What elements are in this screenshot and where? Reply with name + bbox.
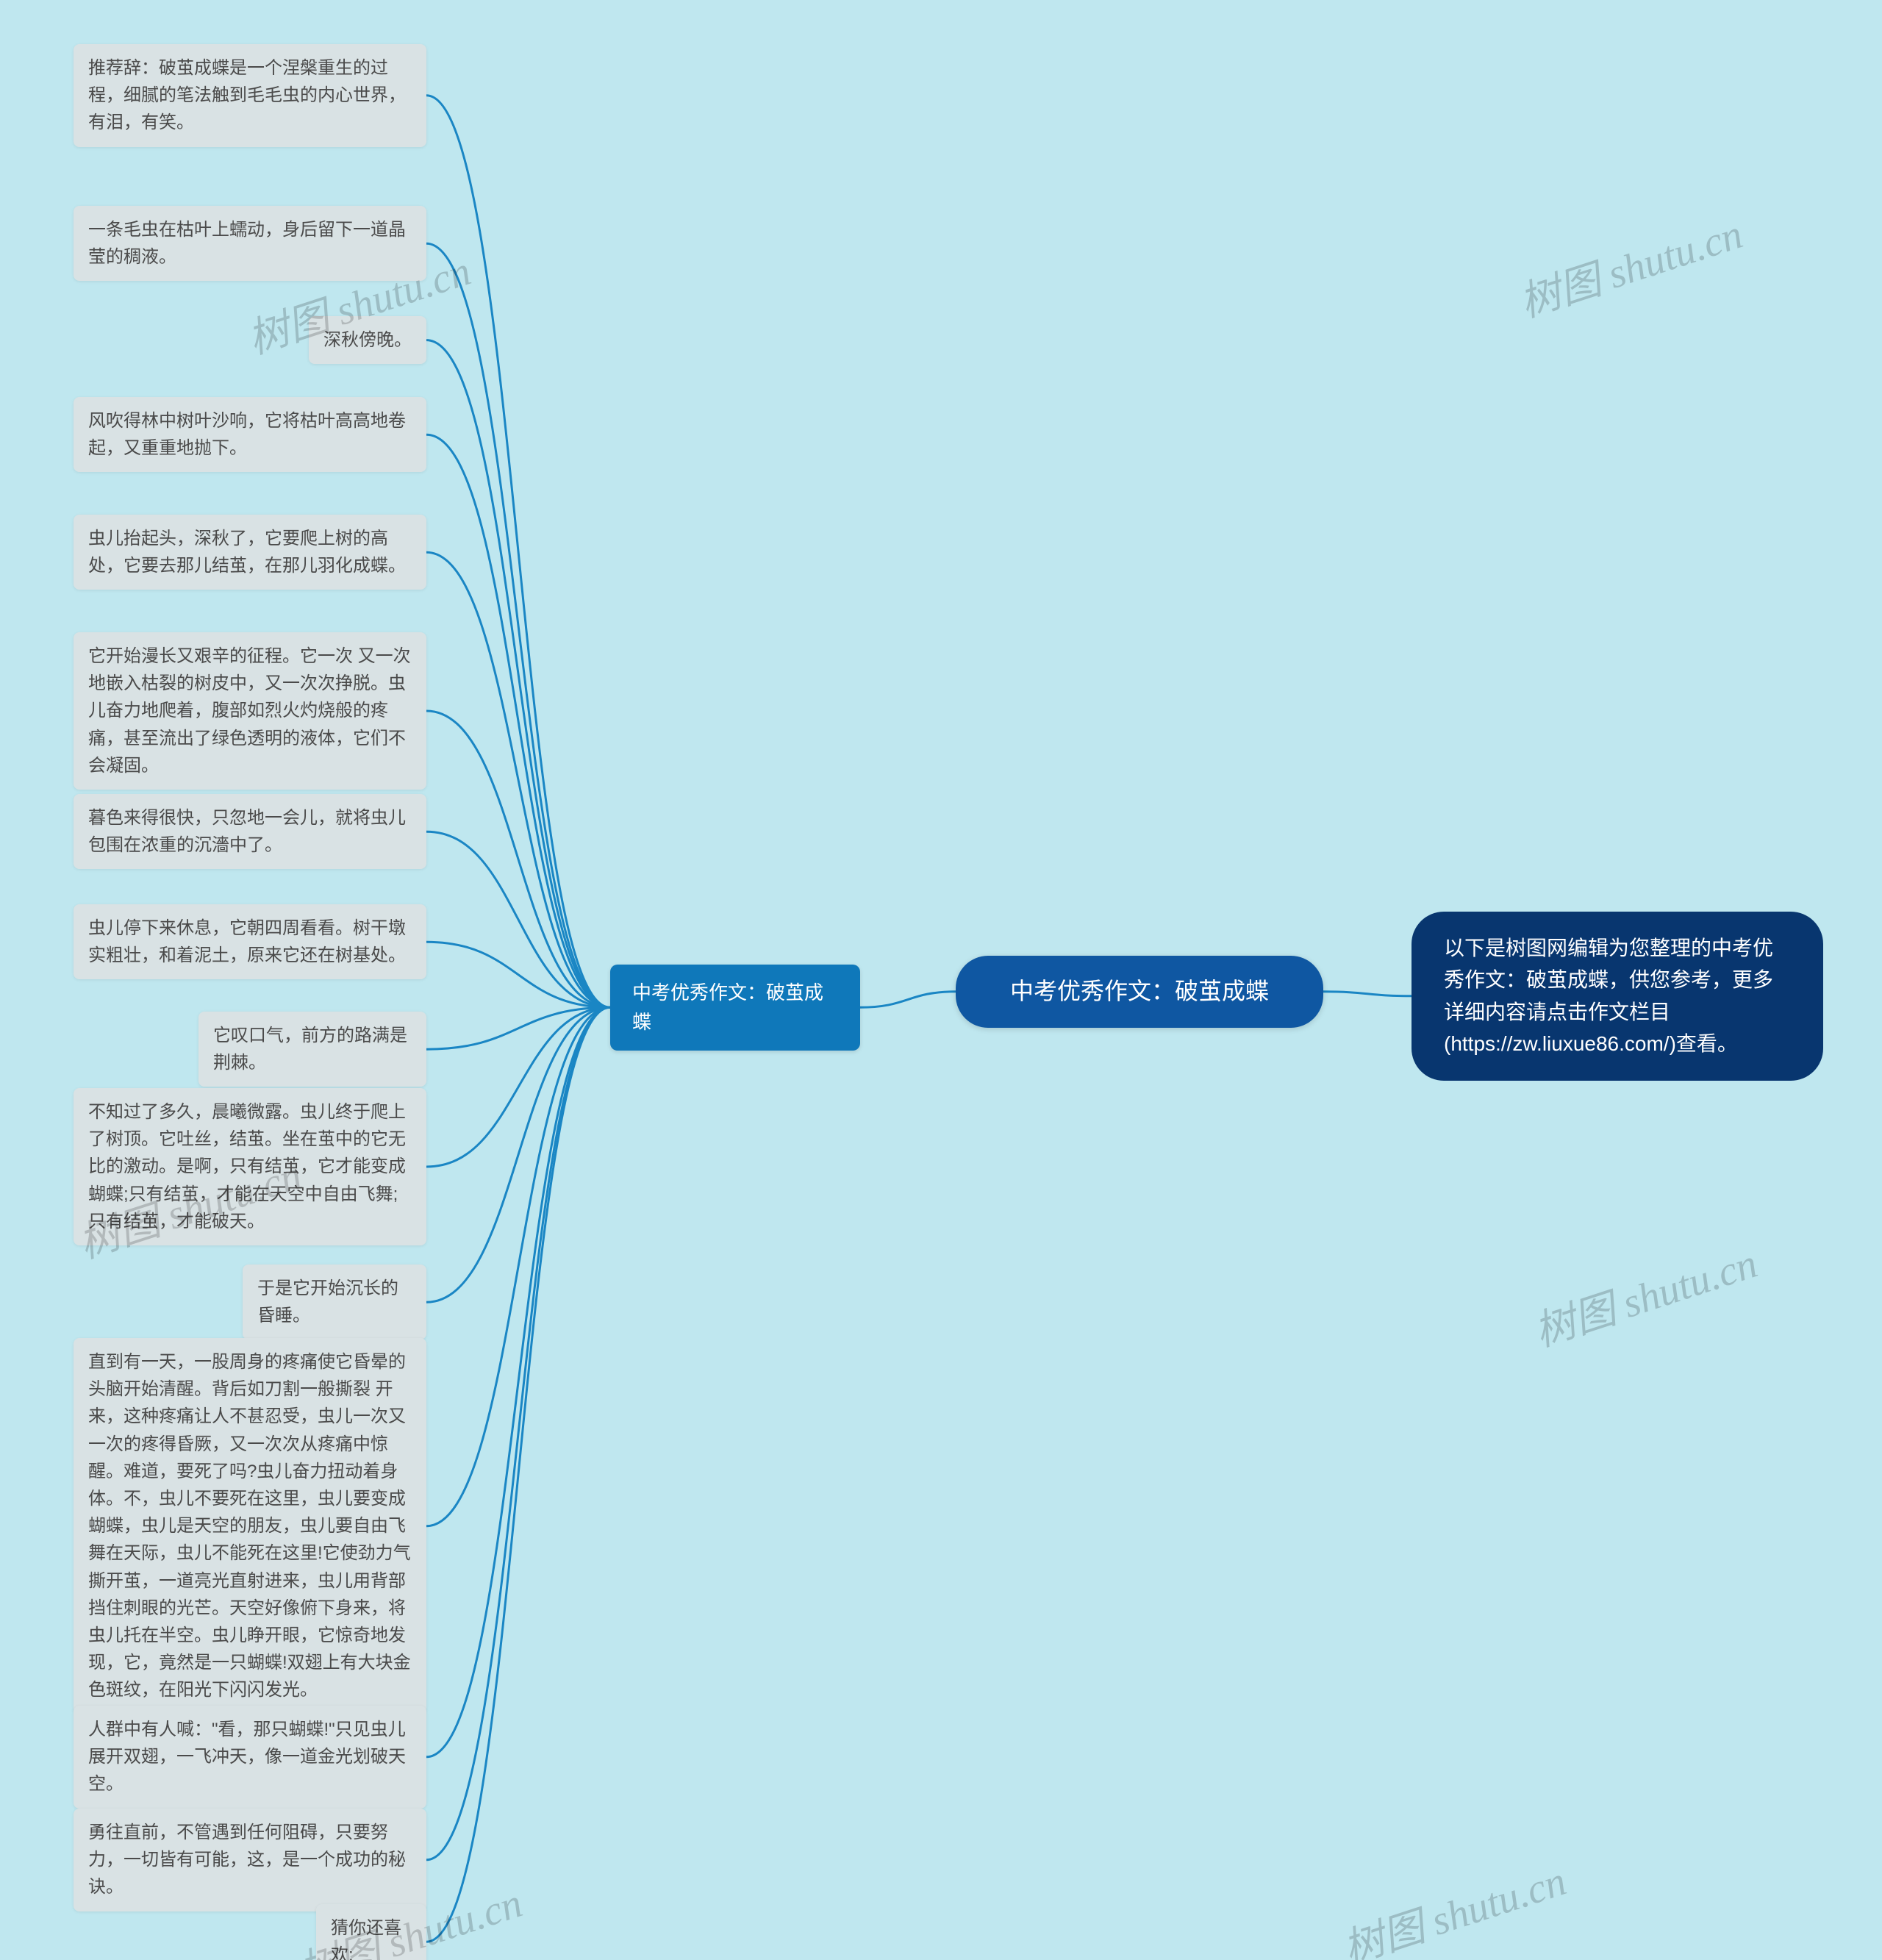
sub-node[interactable]: 中考优秀作文：破茧成蝶 [610, 965, 860, 1051]
root-node[interactable]: 中考优秀作文：破茧成蝶 [956, 956, 1323, 1028]
leaf-node[interactable]: 风吹得林中树叶沙响，它将枯叶高高地卷起，又重重地抛下。 [74, 397, 426, 472]
watermark: 树图 shutu.cn [1334, 1848, 1572, 1960]
leaf-node[interactable]: 不知过了多久，晨曦微露。虫儿终于爬上了树顶。它吐丝，结茧。坐在茧中的它无比的激动… [74, 1088, 426, 1245]
leaf-node[interactable]: 虫儿抬起头，深秋了，它要爬上树的高处，它要去那儿结茧，在那儿羽化成蝶。 [74, 515, 426, 590]
watermark: 树图 shutu.cn [1525, 1230, 1764, 1358]
leaf-node[interactable]: 人群中有人喊："看，那只蝴蝶!"只见虫儿展开双翅，一飞冲天，像一道金光划破天空。 [74, 1706, 426, 1809]
leaf-node[interactable]: 推荐辞：破茧成蝶是一个涅槃重生的过程，细腻的笔法触到毛毛虫的内心世界，有泪，有笑… [74, 44, 426, 147]
leaf-node[interactable]: 猜你还喜欢: [316, 1904, 426, 1960]
leaf-node[interactable]: 暮色来得很快，只忽地一会儿，就将虫儿包围在浓重的沉濇中了。 [74, 794, 426, 869]
right-node[interactable]: 以下是树图网编辑为您整理的中考优秀作文：破茧成蝶，供您参考，更多详细内容请点击作… [1412, 912, 1823, 1081]
leaf-node[interactable]: 直到有一天，一股周身的疼痛使它昏晕的头脑开始清醒。背后如刀割一般撕裂 开来，这种… [74, 1338, 426, 1714]
leaf-node[interactable]: 深秋傍晚。 [309, 316, 426, 364]
leaf-node[interactable]: 勇往直前，不管遇到任何阻碍，只要努力，一切皆有可能，这，是一个成功的秘诀。 [74, 1809, 426, 1911]
leaf-node[interactable]: 虫儿停下来休息，它朝四周看看。树干墩实粗壮，和着泥土，原来它还在树基处。 [74, 904, 426, 979]
leaf-node[interactable]: 于是它开始沉长的昏睡。 [243, 1265, 426, 1340]
watermark: 树图 shutu.cn [1511, 201, 1749, 329]
leaf-node[interactable]: 一条毛虫在枯叶上蠕动，身后留下一道晶莹的稠液。 [74, 206, 426, 281]
leaf-node[interactable]: 它开始漫长又艰辛的征程。它一次 又一次地嵌入枯裂的树皮中，又一次次挣脱。虫儿奋力… [74, 632, 426, 790]
leaf-node[interactable]: 它叹口气，前方的路满是荆棘。 [198, 1012, 426, 1087]
mindmap-canvas: 中考优秀作文：破茧成蝶 以下是树图网编辑为您整理的中考优秀作文：破茧成蝶，供您参… [0, 0, 1882, 1960]
